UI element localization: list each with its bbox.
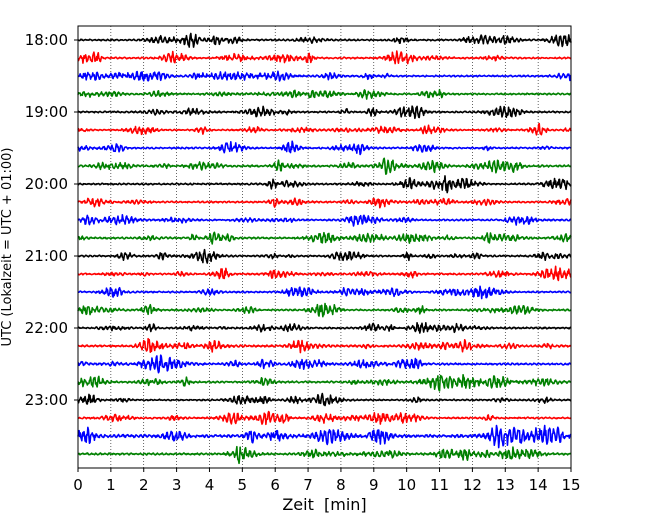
x-tick-label: 15 — [561, 476, 580, 494]
trace-line — [77, 321, 572, 334]
trace-line — [77, 445, 572, 465]
x-tick-label: 3 — [172, 476, 182, 494]
trace-line — [77, 373, 572, 392]
trace-line — [77, 105, 572, 120]
trace-line — [77, 157, 572, 175]
x-tick-label: 4 — [205, 476, 215, 494]
y-tick-label: 22:00 — [25, 319, 68, 337]
x-tick-label: 14 — [529, 476, 548, 494]
trace-line — [77, 197, 572, 209]
y-axis-label: UTC (Lokalzeit = UTC + 01:00) — [0, 148, 15, 347]
x-tick-label: 10 — [397, 476, 416, 494]
plot-frame — [77, 25, 572, 469]
trace-line — [77, 302, 572, 318]
x-tick-label: 12 — [463, 476, 482, 494]
trace-line — [77, 213, 572, 227]
x-tick-label: 5 — [238, 476, 248, 494]
trace-line — [77, 50, 572, 65]
x-tick-label: 2 — [139, 476, 149, 494]
x-tick-label: 13 — [496, 476, 515, 494]
trace-line — [77, 175, 572, 194]
y-axis-ticks: 18:00 19:00 20:00 21:00 22:00 23:00 — [25, 31, 78, 409]
trace-line — [77, 410, 572, 426]
trace-line — [77, 285, 572, 300]
x-tick-label: 11 — [430, 476, 449, 494]
x-tick-label: 0 — [73, 476, 83, 494]
trace-line — [77, 392, 572, 407]
x-axis-label: Zeit [min] — [282, 495, 366, 514]
x-tick-label: 1 — [106, 476, 116, 494]
x-axis-ticks: 0 1 2 3 4 5 6 7 8 9 10 11 12 13 14 15 — [73, 468, 581, 494]
y-tick-label: 19:00 — [25, 103, 68, 121]
y-tick-label: 21:00 — [25, 247, 68, 265]
x-tick-label: 7 — [303, 476, 313, 494]
trace-line — [77, 354, 572, 374]
trace-line — [77, 248, 572, 264]
trace-line — [77, 337, 572, 354]
trace-line — [77, 140, 572, 156]
trace-line — [77, 88, 572, 100]
x-tick-label: 8 — [336, 476, 346, 494]
trace-line — [77, 265, 572, 282]
trace-line — [77, 424, 572, 449]
seismic-traces — [77, 32, 572, 465]
y-tick-label: 23:00 — [25, 391, 68, 409]
trace-line — [77, 70, 572, 82]
y-tick-label: 18:00 — [25, 31, 68, 49]
trace-line — [77, 231, 572, 245]
x-tick-label: 6 — [270, 476, 280, 494]
y-tick-label: 20:00 — [25, 175, 68, 193]
trace-line — [77, 32, 572, 48]
trace-line — [77, 122, 572, 136]
x-tick-label: 9 — [369, 476, 379, 494]
